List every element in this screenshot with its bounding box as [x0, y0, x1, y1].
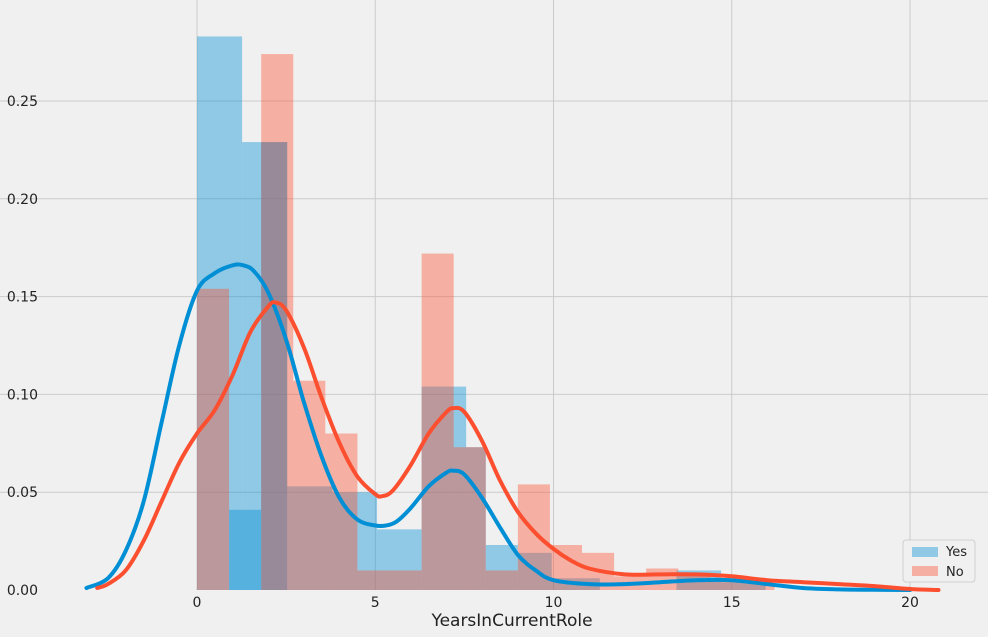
y-tick-label-0: 0.00 — [7, 583, 38, 599]
kde-line-yes — [84, 262, 912, 592]
bar-yes-3 — [261, 142, 288, 591]
bar-yes-4 — [287, 486, 333, 590]
bar-no-8 — [485, 570, 518, 590]
y-tick-label-2: 0.10 — [7, 387, 38, 403]
bar-yes-5 — [332, 492, 378, 590]
x-axis-label: YearsInCurrentRole — [430, 611, 592, 631]
tick-labels: 0.00 0.05 0.10 0.15 0.20 0.25 0 5 10 15 20 — [7, 94, 919, 611]
bar-yes-6 — [377, 529, 422, 590]
legend-label-no: No — [946, 565, 964, 580]
bar-no-4 — [357, 570, 390, 590]
bar-no-15 — [710, 578, 743, 590]
legend-swatch-no — [912, 566, 938, 576]
y-tick-label-1: 0.05 — [7, 485, 38, 501]
bar-no-13 — [646, 568, 679, 590]
y-tick-label-4: 0.20 — [7, 192, 38, 208]
x-tick-label-4: 20 — [901, 595, 919, 611]
bar-no-0 — [197, 288, 230, 590]
x-tick-label-1: 5 — [371, 595, 380, 611]
kde-lines — [84, 262, 941, 592]
x-tick-label-3: 15 — [723, 595, 741, 611]
bar-no-3 — [325, 433, 358, 590]
bar-no-16 — [742, 580, 775, 590]
y-tick-label-5: 0.25 — [7, 94, 38, 110]
legend-box — [902, 539, 976, 583]
histogram-yes — [197, 36, 766, 591]
y-tick-label-3: 0.15 — [7, 290, 38, 306]
legend-label-yes: Yes — [945, 545, 967, 560]
x-tick-label-0: 0 — [193, 595, 202, 611]
bar-no-2 — [293, 380, 326, 590]
legend-swatch-yes — [912, 547, 938, 557]
bar-no-5 — [389, 570, 422, 590]
bar-yes-13 — [721, 582, 766, 590]
bar-yes-2 — [229, 509, 262, 590]
kde-line-no — [95, 300, 941, 592]
bar-no-9 — [517, 484, 550, 590]
bar-no-7 — [453, 447, 486, 590]
bar-yes-1 — [242, 142, 288, 591]
x-tick-label-2: 10 — [545, 595, 563, 611]
bar-no-1 — [261, 54, 294, 590]
bar-yes-9 — [485, 545, 518, 590]
legend: Yes No — [902, 539, 976, 583]
bar-yes-0 — [197, 36, 243, 590]
